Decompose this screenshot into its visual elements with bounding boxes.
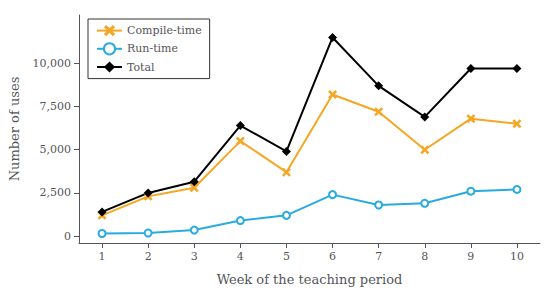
svg-text:0: 0: [64, 230, 71, 243]
svg-text:10: 10: [510, 250, 524, 263]
svg-text:5,000: 5,000: [40, 143, 72, 156]
svg-text:Total: Total: [127, 61, 155, 74]
svg-text:Compile-time: Compile-time: [127, 24, 202, 37]
svg-text:6: 6: [329, 250, 336, 263]
svg-text:2: 2: [145, 250, 152, 263]
svg-text:8: 8: [421, 250, 428, 263]
svg-text:Week of the teaching period: Week of the teaching period: [217, 272, 403, 287]
svg-text:4: 4: [237, 250, 244, 263]
svg-text:10,000: 10,000: [33, 57, 72, 70]
svg-text:7,500: 7,500: [40, 100, 72, 113]
svg-text:5: 5: [283, 250, 290, 263]
svg-text:9: 9: [467, 250, 474, 263]
svg-text:2,500: 2,500: [40, 186, 72, 199]
svg-text:3: 3: [191, 250, 198, 263]
svg-text:Number of uses: Number of uses: [7, 77, 22, 182]
svg-text:1: 1: [99, 250, 106, 263]
svg-text:Run-time: Run-time: [127, 42, 178, 55]
svg-text:7: 7: [375, 250, 382, 263]
